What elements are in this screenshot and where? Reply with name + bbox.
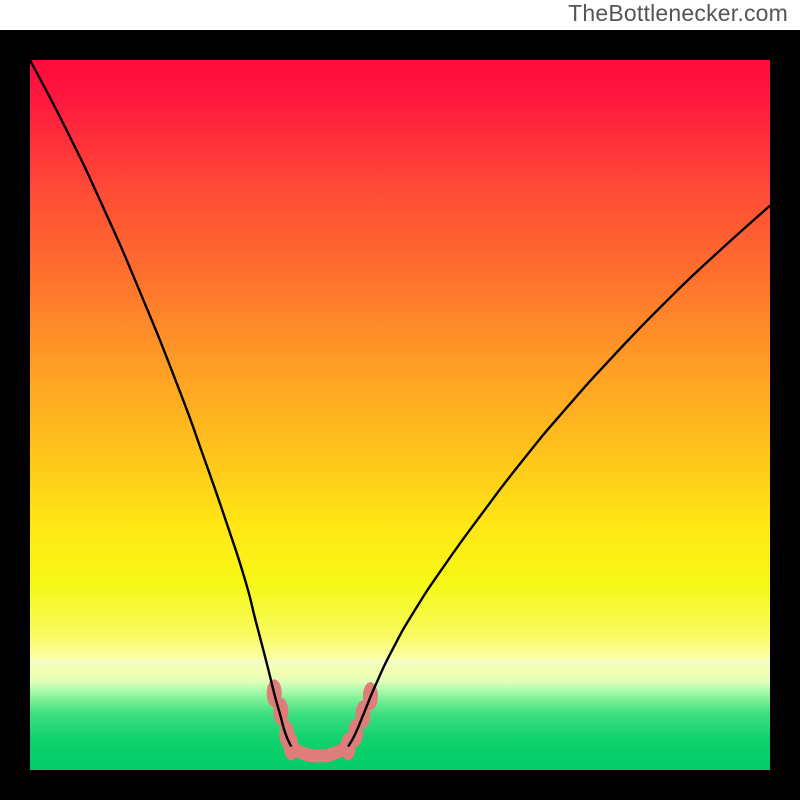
gradient-background xyxy=(30,60,770,770)
chart-svg xyxy=(0,0,800,800)
chart-root: TheBottlenecker.com xyxy=(0,0,800,800)
